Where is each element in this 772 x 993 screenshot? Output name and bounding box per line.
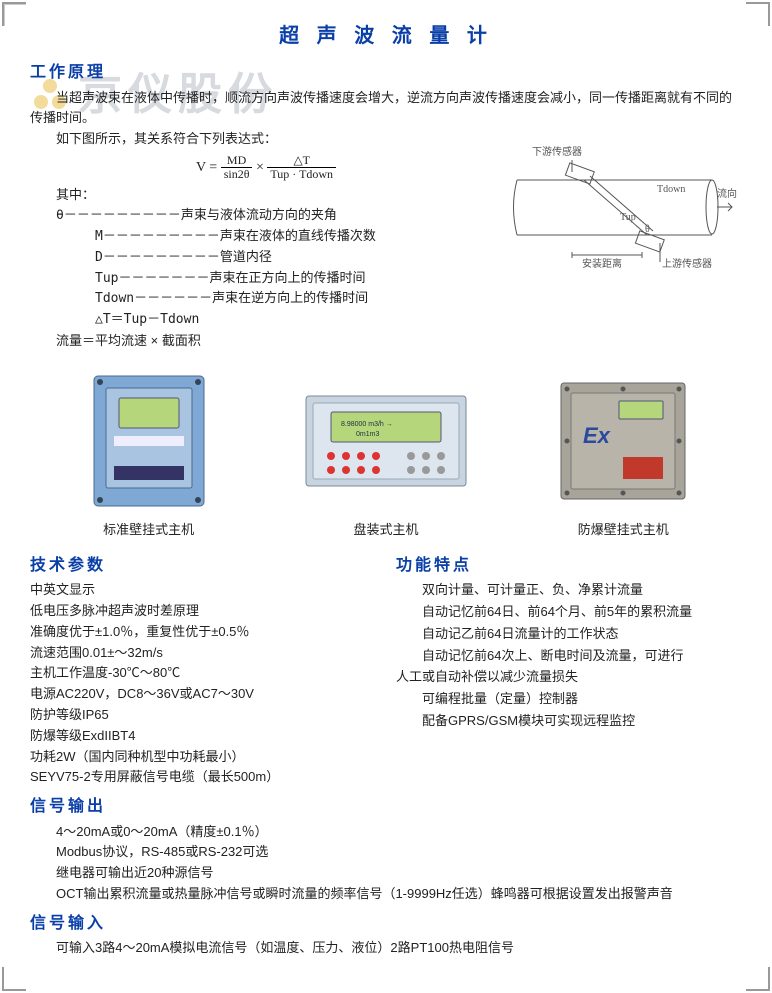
output-list: 4～20mA或0～20mA（精度±0.1％） Modbus协议，RS-485或R… <box>30 822 742 884</box>
specs-list: 中英文显示 低电压多脉冲超声波时差原理 准确度优于±1.0％，重复性优于±0.5… <box>30 580 376 788</box>
svg-text:Ex: Ex <box>583 423 611 448</box>
svg-text:0m1m3: 0m1m3 <box>356 431 379 438</box>
product-panel-caption: 盘装式主机 <box>286 520 486 541</box>
principle-flow-equation: 流量＝平均流速 × 截面积 <box>56 331 502 352</box>
section-principle-heading: 工作原理 <box>30 60 742 86</box>
principle-definitions: 其中： θ－－－－－－－－－声束与液体流动方向的夹角 M－－－－－－－－－声束在… <box>56 185 502 331</box>
product-panel-icon: 8.98000 m3/h → 0m1m3 <box>301 386 471 496</box>
principle-diagram: 下游传感器 Tdown Tup θ 安装距离 上游传感器 流向 <box>512 140 742 277</box>
svg-text:θ: θ <box>645 224 650 235</box>
input-list: 可输入3路4～20mA模拟电流信号（如温度、压力、液位）2路PT100热电阻信号 <box>30 938 742 959</box>
product-explosion-icon: Ex <box>553 371 693 511</box>
principle-paragraph-1: 当超声波束在液体中传播时，顺流方向声波传播速度会增大，逆流方向声波传播速度会减小… <box>30 88 742 130</box>
section-output-heading: 信号输出 <box>30 794 742 820</box>
principle-formula: V = MDsin2θ × △TTup · Tdown <box>30 154 502 181</box>
output-oct-line: OCT输出累积流量或热量脉冲信号或瞬时流量的频率信号（1-9999Hz任选）蜂鸣… <box>30 884 742 905</box>
svg-text:下游传感器: 下游传感器 <box>532 145 582 158</box>
product-wall-icon <box>84 366 214 516</box>
features-list: 双向计量、可计量正、负、净累计流量 自动记忆前64日、前64个月、前5年的累积流… <box>396 580 742 732</box>
page-title: 超 声 波 流 量 计 <box>30 20 742 52</box>
svg-text:上游传感器: 上游传感器 <box>662 257 712 270</box>
section-features-heading: 功能特点 <box>396 553 742 579</box>
product-wall-caption: 标准壁挂式主机 <box>49 520 249 541</box>
svg-text:Tup: Tup <box>620 212 636 223</box>
section-input-heading: 信号输入 <box>30 911 742 937</box>
svg-text:安装距离: 安装距离 <box>582 257 622 270</box>
product-explosion: Ex 防爆壁挂式主机 <box>523 366 723 541</box>
svg-text:Tdown: Tdown <box>657 184 685 195</box>
svg-text:流向: 流向 <box>717 187 737 200</box>
product-explosion-caption: 防爆壁挂式主机 <box>523 520 723 541</box>
products-row: 标准壁挂式主机 8.98000 m3/h → 0m1m3 盘装式主机 <box>30 366 742 541</box>
section-specs-heading: 技术参数 <box>30 553 376 579</box>
product-wall: 标准壁挂式主机 <box>49 366 249 541</box>
svg-text:8.98000 m3/h →: 8.98000 m3/h → <box>341 421 393 428</box>
product-panel: 8.98000 m3/h → 0m1m3 盘装式主机 <box>286 366 486 541</box>
